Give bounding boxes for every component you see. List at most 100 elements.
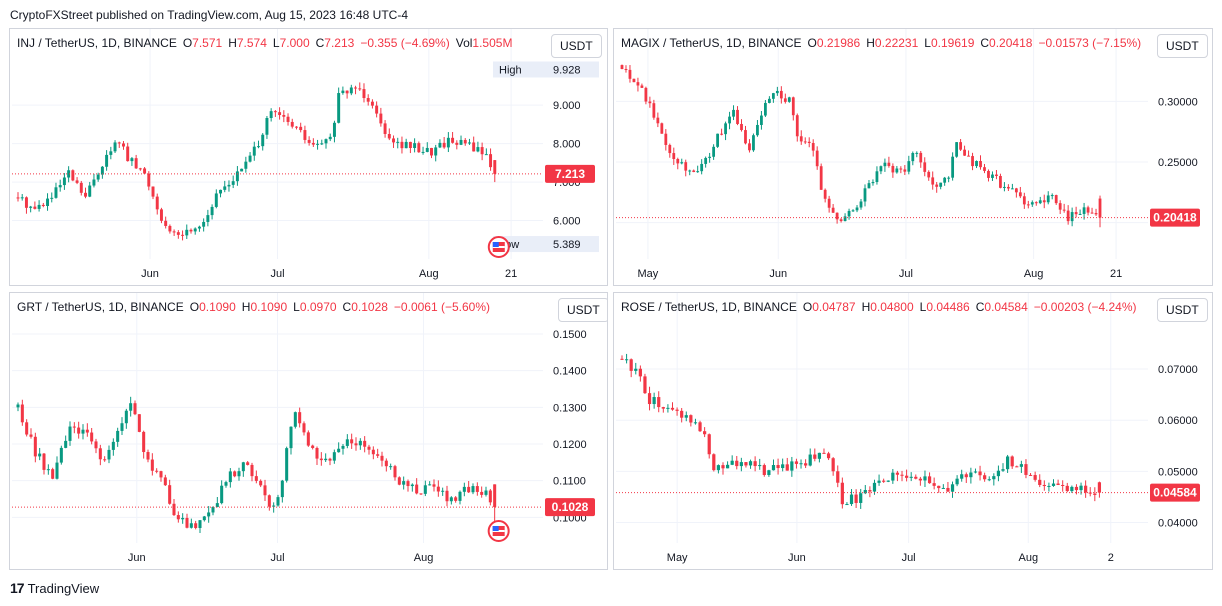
candle <box>159 207 163 224</box>
candle <box>911 151 915 166</box>
candle-body <box>900 474 904 476</box>
candle <box>748 459 753 469</box>
candle <box>408 141 412 154</box>
candle <box>815 146 819 170</box>
currency-button[interactable]: USDT <box>1157 298 1208 322</box>
candle-body <box>299 126 303 131</box>
candle-body <box>64 440 68 448</box>
candle <box>819 163 823 190</box>
candle <box>446 132 450 153</box>
chart-panel-magix[interactable]: 0.200000.250000.30000MayJunJulAug210.204… <box>613 28 1213 286</box>
candle-body <box>979 161 982 168</box>
candle <box>1042 194 1046 209</box>
candle <box>328 133 332 142</box>
candle <box>345 90 349 99</box>
candle-body <box>648 101 652 104</box>
chart-panel-inj[interactable]: 6.000 7.000 8.000 9.000 Jun Jul Aug 21 7.213 High… <box>9 28 608 286</box>
candle <box>1098 195 1102 228</box>
candle <box>794 458 799 469</box>
candle-body <box>389 466 393 468</box>
candle-body <box>233 471 237 477</box>
candle-body <box>164 220 168 226</box>
candle-body <box>24 197 28 208</box>
candle <box>969 467 973 484</box>
candle <box>1062 203 1066 213</box>
candle-body <box>887 162 891 166</box>
candle <box>117 141 121 148</box>
candle <box>947 176 951 183</box>
candlestick-chart-magix[interactable]: 0.200000.250000.30000MayJunJulAug210.204… <box>614 29 1213 286</box>
candle-body <box>1066 210 1070 222</box>
currency-button[interactable]: USDT <box>1157 34 1208 58</box>
legend-key-l: L <box>272 36 280 50</box>
candle <box>306 430 310 447</box>
footer-brand[interactable]: 17 TradingView <box>10 580 99 596</box>
candle-body <box>163 477 167 486</box>
candle-body <box>634 368 638 371</box>
candle-body <box>1001 469 1005 471</box>
candle-body <box>219 189 223 194</box>
candle <box>215 496 219 508</box>
x-tick-label: Jul <box>902 552 916 564</box>
candle <box>311 138 315 147</box>
candle <box>923 157 927 177</box>
legend-key-c: C <box>980 36 990 50</box>
candle <box>950 481 955 498</box>
candle-body <box>975 161 978 167</box>
candle <box>1070 485 1074 493</box>
candle-body <box>1022 196 1026 205</box>
chart-panel-rose[interactable]: 0.04000 0.05000 0.06000 0.07000 May Jun Jul Aug… <box>613 292 1213 570</box>
candle <box>441 487 445 496</box>
currency-button[interactable]: USDT <box>558 298 607 322</box>
candle <box>484 486 488 497</box>
candle-body <box>999 175 1002 188</box>
legend-key-c: C <box>975 300 985 314</box>
candle-body <box>748 461 753 466</box>
candlestick-chart-inj[interactable]: 6.000 7.000 8.000 9.000 Jun Jul Aug 21 7.213 High… <box>10 29 608 286</box>
candle-body <box>891 165 895 173</box>
candle <box>877 474 881 486</box>
candle <box>1018 186 1022 199</box>
candle-body <box>918 478 922 481</box>
candle <box>384 458 388 472</box>
candle <box>259 479 263 488</box>
candle <box>220 480 224 505</box>
candle <box>472 136 476 152</box>
candle <box>185 224 189 239</box>
candlestick-chart-rose[interactable]: 0.04000 0.05000 0.06000 0.07000 May Jun Jul Aug… <box>614 293 1213 570</box>
candle-body <box>708 156 712 158</box>
candle <box>366 94 370 106</box>
candle <box>1051 479 1056 487</box>
candle-body <box>202 221 206 227</box>
candle <box>831 457 835 476</box>
candle-body <box>859 493 863 503</box>
candle-body <box>168 485 172 504</box>
candle <box>475 482 479 496</box>
candle <box>875 166 879 185</box>
candle-body <box>276 497 280 506</box>
candle-body <box>90 432 94 442</box>
candle <box>996 465 1001 482</box>
candle-body <box>771 465 776 471</box>
y-tick-label: 0.1500 <box>553 329 587 341</box>
candle-body <box>471 486 475 493</box>
currency-button[interactable]: USDT <box>551 34 602 58</box>
candle <box>1010 183 1014 190</box>
candle <box>964 472 968 483</box>
candle <box>648 96 652 108</box>
candle <box>185 513 189 529</box>
candle-body <box>771 93 775 99</box>
candle-body <box>704 157 708 164</box>
candle <box>282 110 286 123</box>
candle <box>1094 208 1098 216</box>
candle-body <box>1024 464 1028 475</box>
candle-body <box>423 485 427 494</box>
candle <box>55 456 59 480</box>
candle-body <box>964 474 968 478</box>
candle <box>147 171 151 191</box>
candle <box>1074 484 1079 495</box>
chart-panel-grt[interactable]: 0.1000 0.1100 0.1200 0.1300 0.1400 0.1500 Jun J… <box>9 292 608 570</box>
x-tick-label: Aug <box>1019 552 1039 564</box>
candle-body <box>316 143 320 145</box>
